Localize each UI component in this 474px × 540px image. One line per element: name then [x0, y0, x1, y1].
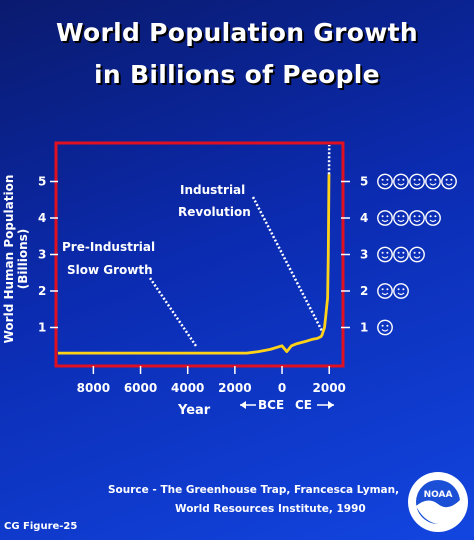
y-tick-label-right-1: 1: [360, 321, 368, 335]
face-icon-4-3: [409, 210, 425, 226]
figure-label: CG Figure-25: [4, 521, 78, 532]
face-icon-3-2: [393, 246, 409, 263]
noaa-logo-text: NOAA: [424, 490, 453, 500]
y-tick-label-left-1: 1: [38, 321, 46, 335]
face-icon-5-3: [409, 173, 425, 190]
face-icon-3-1: [377, 246, 393, 263]
annotation-preindustrial-line2: Slow Growth: [67, 263, 153, 277]
face-icon-4-2: [393, 210, 409, 226]
y-tick-label-left-3: 3: [38, 248, 46, 262]
x-tick-label-0: 8000: [77, 381, 110, 395]
face-icon-4-1: [377, 210, 393, 226]
y-tick-label-right-5: 5: [360, 175, 368, 189]
y-tick-label-left-2: 2: [38, 284, 46, 298]
y-tick-label-left-4: 4: [38, 211, 46, 225]
annotation-preindustrial-line1: Pre-Industrial: [62, 240, 155, 254]
face-icon-2-1: [377, 283, 393, 299]
population-line: [58, 174, 331, 355]
era-bce-label: BCE: [258, 398, 284, 412]
y-axis-left: 1 2 3 4 5: [38, 175, 58, 335]
x-tick-label-4: 0: [278, 381, 286, 395]
annotation-industrial-line2: Revolution: [178, 205, 251, 219]
face-icon-1-1: [377, 319, 393, 336]
x-tick-label-5: 2000: [313, 381, 346, 395]
x-tick-label-2: 4000: [171, 381, 204, 395]
face-icon-2-2: [393, 283, 409, 299]
chart-title-line2: in Billions of People: [94, 60, 380, 89]
annotations: Pre-Industrial Slow Growth Industrial Re…: [62, 183, 325, 347]
face-icon-5-1: [377, 173, 393, 190]
x-axis: 8000 6000 4000 2000 0 2000: [77, 366, 346, 395]
era-ce-label: CE: [295, 398, 312, 412]
y-tick-label-left-5: 5: [38, 175, 46, 189]
face-scale: [377, 173, 457, 336]
chart-title-line1: World Population Growth: [56, 18, 418, 47]
face-icon-3-3: [409, 246, 425, 263]
face-icon-5-2: [393, 173, 409, 190]
era-indicator: BCE CE: [240, 398, 334, 412]
plot-frame: [54, 141, 345, 368]
annotation-industrial-line1: Industrial: [180, 183, 245, 197]
source-line1: Source - The Greenhouse Trap, Francesca …: [108, 484, 400, 496]
x-tick-label-1: 6000: [124, 381, 157, 395]
y-axis-right: 1 2 3 4 5: [341, 175, 368, 335]
source-line2: World Resources Institute, 1990: [175, 503, 366, 515]
annotation-industrial-pointer: [251, 196, 325, 334]
face-icon-5-4: [425, 173, 441, 190]
face-icon-4-4: [425, 210, 441, 226]
annotation-preindustrial-pointer: [148, 277, 198, 347]
x-axis-label: Year: [177, 403, 211, 418]
face-icon-5-5: [441, 173, 457, 190]
noaa-logo: NOAA: [408, 472, 468, 532]
y-tick-label-right-3: 3: [360, 248, 368, 262]
x-tick-label-3: 2000: [218, 381, 251, 395]
y-tick-label-right-2: 2: [360, 284, 368, 298]
y-tick-label-right-4: 4: [360, 211, 368, 225]
